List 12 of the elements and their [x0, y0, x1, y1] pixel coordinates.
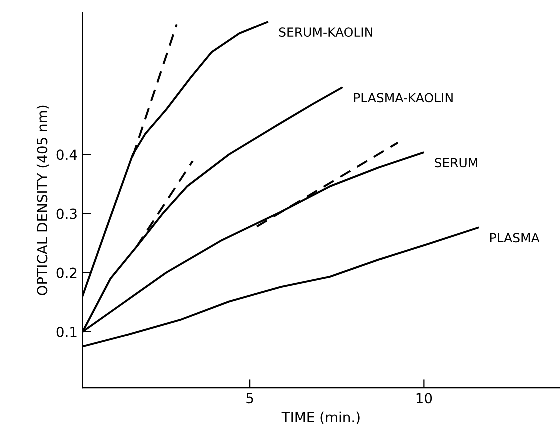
- y-tick-label: 0.3: [56, 208, 77, 220]
- y-axis-title: OPTICAL DENSITY (405 nm): [36, 106, 50, 296]
- y-tick-label: 0.4: [56, 150, 78, 160]
- x-tick-label: 5: [246, 393, 254, 404]
- x-tick-label: 10: [416, 393, 432, 404]
- series-label: PLASMA-KAOLIN: [354, 93, 453, 103]
- y-tick-label: 0.1: [56, 326, 77, 338]
- series-label: SERUM-KAOLIN: [279, 28, 372, 38]
- series-label: SERUM: [435, 158, 478, 168]
- series-label: PLASMA: [490, 233, 540, 243]
- y-tick-label: 0.2: [56, 268, 77, 278]
- x-axis-title: TIME (min.): [282, 412, 360, 424]
